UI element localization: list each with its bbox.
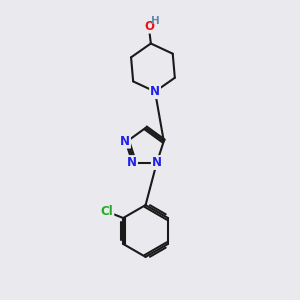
Text: H: H xyxy=(152,16,160,26)
Text: Cl: Cl xyxy=(100,205,113,218)
Text: O: O xyxy=(144,20,154,33)
Text: N: N xyxy=(150,85,160,98)
Text: N: N xyxy=(127,156,137,169)
Text: N: N xyxy=(120,135,130,148)
Text: N: N xyxy=(152,156,162,169)
